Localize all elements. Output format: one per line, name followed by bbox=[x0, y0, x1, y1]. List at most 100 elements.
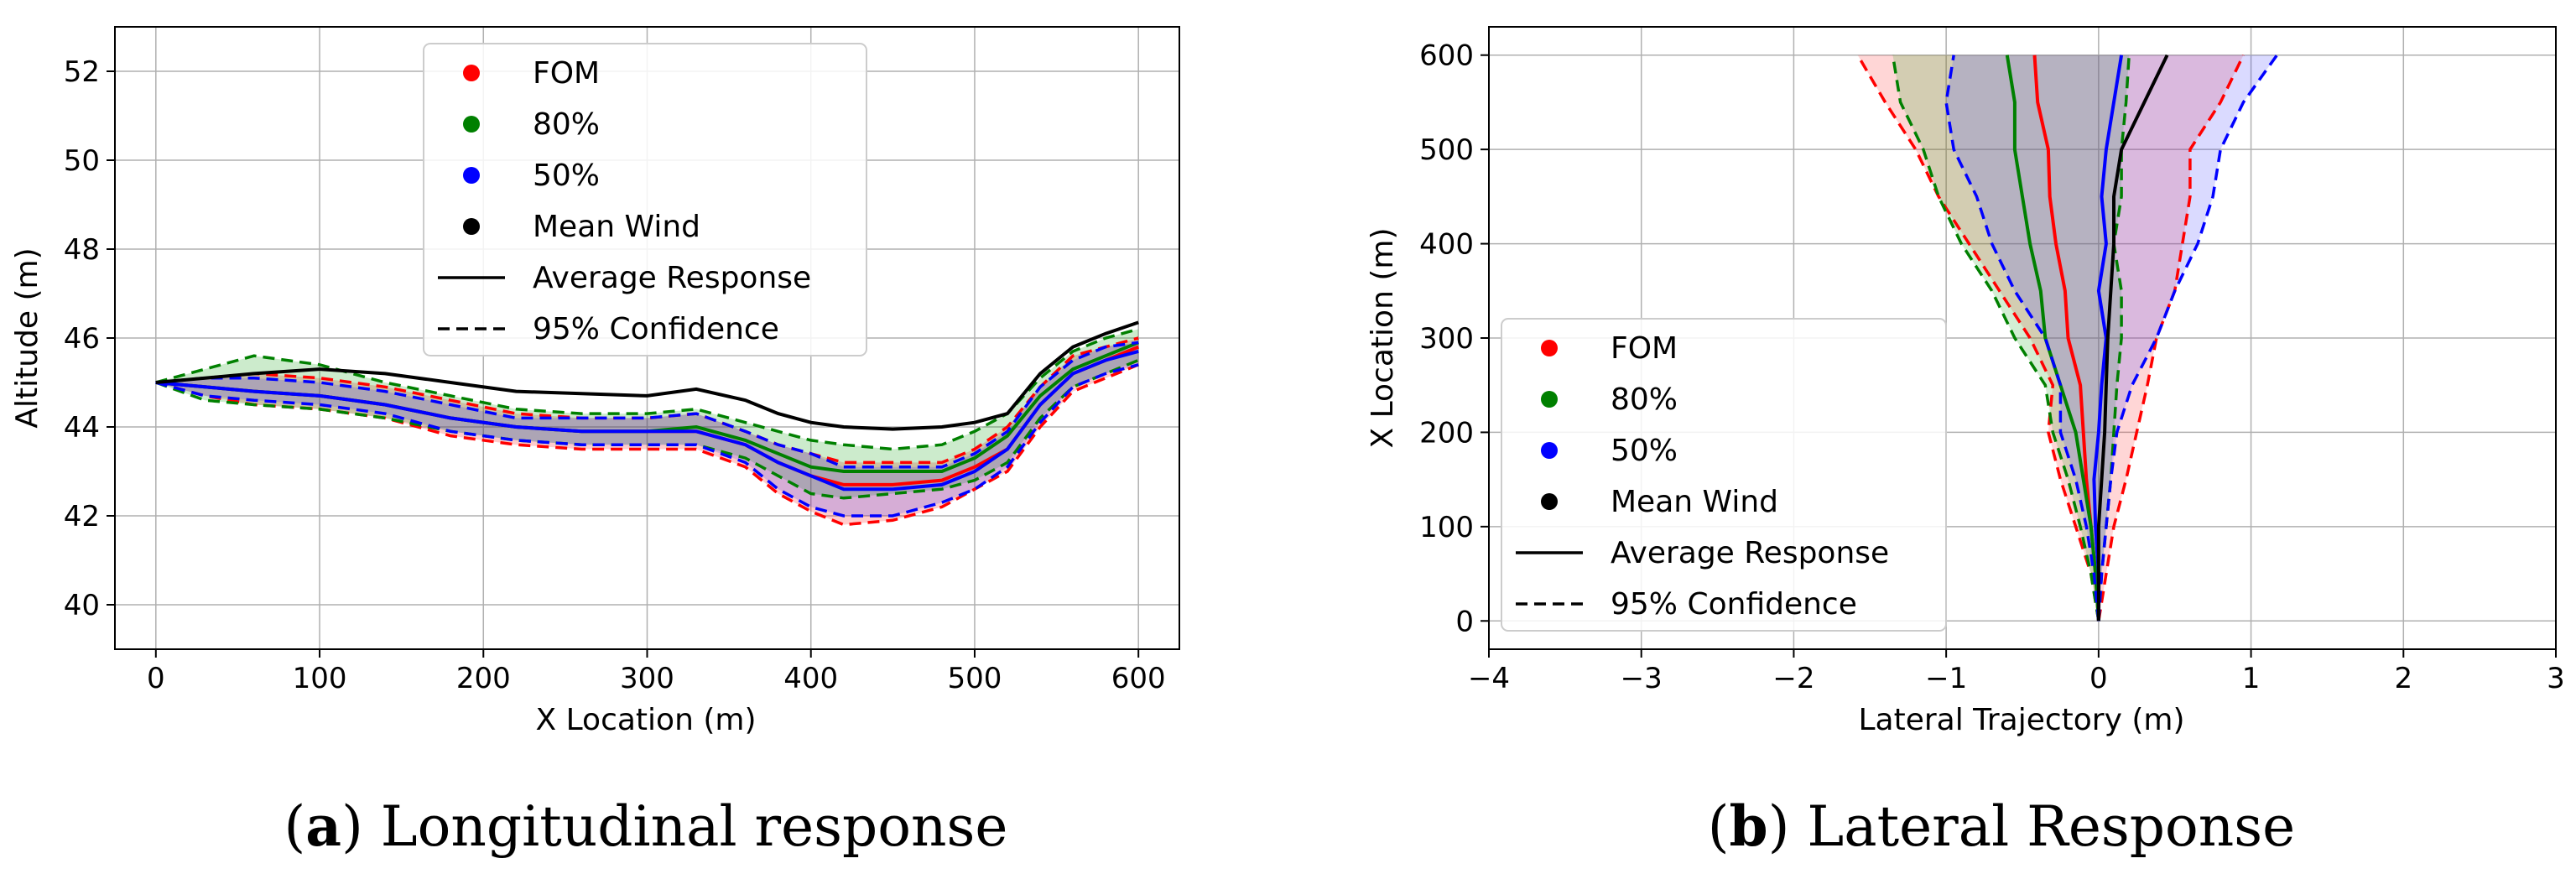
y-tick-label: 48 bbox=[64, 233, 100, 267]
legend-item-mean-wind: Mean Wind bbox=[1541, 485, 1778, 519]
lateral-caption-letter: b bbox=[1730, 793, 1768, 859]
legend-marker-fom bbox=[463, 65, 480, 81]
lower-bound-80pct bbox=[155, 358, 1139, 500]
lateral-caption: (b) Lateral Response bbox=[1708, 793, 2295, 859]
y-tick-label: 500 bbox=[1419, 133, 1474, 167]
legend-label-average-response: Average Response bbox=[1611, 536, 1889, 570]
y-tick-label: 400 bbox=[1419, 228, 1474, 262]
legend-marker-mean-wind bbox=[1541, 493, 1558, 510]
band-80pct bbox=[155, 329, 1139, 498]
lateral-x-axis-label: Lateral Trajectory (m) bbox=[1858, 703, 2184, 737]
x-tick-label: 0 bbox=[147, 662, 165, 695]
legend-label-50pct: 50% bbox=[1611, 434, 1678, 468]
legend-label-mean-wind: Mean Wind bbox=[533, 210, 700, 244]
lower-bound-50pct bbox=[155, 363, 1139, 518]
x-tick-label: 500 bbox=[948, 662, 1002, 695]
legend-item-95pct-confidence: 95% Confidence bbox=[1516, 587, 1857, 622]
x-tick-label: −1 bbox=[1925, 662, 1967, 695]
legend-label-mean-wind: Mean Wind bbox=[1611, 485, 1778, 519]
legend-item-average-response: Average Response bbox=[438, 261, 811, 295]
legend-marker-mean-wind bbox=[463, 218, 480, 235]
y-tick-label: 42 bbox=[64, 500, 100, 533]
lower-bound-80pct bbox=[1891, 55, 2100, 622]
y-tick-label: 46 bbox=[64, 322, 100, 356]
lower-bound-fom bbox=[155, 363, 1139, 527]
x-tick-label: 1 bbox=[2242, 662, 2261, 695]
x-tick-label: 200 bbox=[456, 662, 511, 695]
legend-label-fom: FOM bbox=[533, 56, 600, 91]
y-tick-label: 50 bbox=[64, 144, 100, 178]
band-fom bbox=[1857, 55, 2244, 622]
lateral-legend: FOM 80% 50% Mean Wind Average Response 95% Co… bbox=[1501, 318, 1947, 632]
upper-bound-fom bbox=[2097, 54, 2246, 622]
x-tick-label: 2 bbox=[2394, 662, 2412, 695]
x-tick-label: −4 bbox=[1468, 662, 1510, 695]
legend-item-95pct-confidence: 95% Confidence bbox=[438, 312, 779, 346]
legend-marker-80pct bbox=[463, 116, 480, 133]
legend-marker-80pct bbox=[1541, 391, 1558, 408]
mean-line-mean-wind bbox=[2096, 54, 2169, 622]
x-tick-label: −3 bbox=[1621, 662, 1663, 695]
legend-item-fom: FOM bbox=[463, 56, 600, 91]
legend-item-50pct: 50% bbox=[1541, 434, 1678, 468]
y-tick-label: 300 bbox=[1419, 322, 1474, 356]
y-tick-label: 0 bbox=[1455, 605, 1474, 638]
upper-bound-50pct bbox=[2097, 54, 2278, 622]
legend-item-average-response: Average Response bbox=[1516, 536, 1889, 570]
mean-line-50pct bbox=[155, 349, 1139, 492]
legend-item-80pct: 80% bbox=[1541, 382, 1678, 417]
longitudinal-x-axis-label: X Location (m) bbox=[536, 703, 757, 737]
legend-label-80pct: 80% bbox=[1611, 382, 1678, 417]
legend-item-mean-wind: Mean Wind bbox=[463, 210, 700, 244]
legend-item-50pct: 50% bbox=[463, 159, 600, 193]
legend-label-80pct: 80% bbox=[533, 107, 600, 142]
lateral-caption-text: Lateral Response bbox=[1789, 794, 2295, 859]
lateral-series-lines bbox=[1856, 54, 2278, 622]
band-80pct bbox=[1892, 55, 2130, 622]
longitudinal-caption-text: Longitudinal response bbox=[363, 794, 1008, 859]
longitudinal-legend: FOM 80% 50% Mean Wind Average Response 95% Co… bbox=[423, 43, 867, 356]
mean-line-mean-wind bbox=[155, 320, 1139, 431]
longitudinal-ticks: 0 100 200 300 400 500 600 40 42 44 46 48 50 52 bbox=[64, 55, 1166, 695]
legend-marker-50pct bbox=[463, 167, 480, 184]
longitudinal-y-axis-label: Altitude (m) bbox=[10, 247, 44, 428]
upper-bound-50pct bbox=[155, 341, 1139, 469]
longitudinal-caption-letter: a bbox=[305, 793, 341, 859]
x-tick-label: 3 bbox=[2547, 662, 2565, 695]
band-50pct bbox=[1946, 55, 2277, 622]
legend-marker-50pct bbox=[1541, 442, 1558, 459]
x-tick-label: 0 bbox=[2089, 662, 2108, 695]
y-tick-label: 200 bbox=[1419, 416, 1474, 450]
x-tick-label: 100 bbox=[293, 662, 347, 695]
y-tick-label: 100 bbox=[1419, 511, 1474, 544]
x-tick-label: 400 bbox=[783, 662, 838, 695]
lateral-chart: −4 −3 −2 −1 0 1 2 3 0 100 200 300 400 500 600 Lateral … bbox=[1366, 26, 2565, 859]
mean-line-80pct bbox=[2005, 55, 2100, 622]
longitudinal-caption: (a) Longitudinal response bbox=[284, 793, 1008, 859]
y-tick-label: 52 bbox=[64, 55, 100, 89]
legend-item-fom: FOM bbox=[1541, 331, 1678, 366]
y-tick-label: 600 bbox=[1419, 39, 1474, 73]
legend-marker-fom bbox=[1541, 340, 1558, 356]
lower-bound-50pct bbox=[1944, 55, 2100, 622]
legend-label-50pct: 50% bbox=[533, 159, 600, 193]
y-tick-label: 44 bbox=[64, 411, 100, 445]
legend-label-average-response: Average Response bbox=[533, 261, 811, 295]
longitudinal-chart: 0 100 200 300 400 500 600 40 42 44 46 48 50 52 X Loca… bbox=[10, 26, 1180, 859]
legend-label-fom: FOM bbox=[1611, 331, 1678, 366]
x-tick-label: 300 bbox=[620, 662, 674, 695]
x-tick-label: −2 bbox=[1772, 662, 1814, 695]
lower-bound-fom bbox=[1856, 54, 2100, 622]
legend-box bbox=[1501, 318, 1947, 632]
lateral-y-axis-label: X Location (m) bbox=[1366, 228, 1400, 449]
longitudinal-series-lines bbox=[155, 320, 1139, 527]
legend-label-95pct-confidence: 95% Confidence bbox=[533, 312, 779, 346]
lateral-confidence-bands bbox=[1857, 55, 2277, 622]
x-tick-label: 600 bbox=[1111, 662, 1166, 695]
lateral-ticks: −4 −3 −2 −1 0 1 2 3 0 100 200 300 400 500 600 bbox=[1419, 39, 2565, 695]
legend-item-80pct: 80% bbox=[463, 107, 600, 142]
legend-label-95pct-confidence: 95% Confidence bbox=[1611, 587, 1857, 622]
y-tick-label: 40 bbox=[64, 589, 100, 622]
legend-box bbox=[423, 43, 867, 356]
